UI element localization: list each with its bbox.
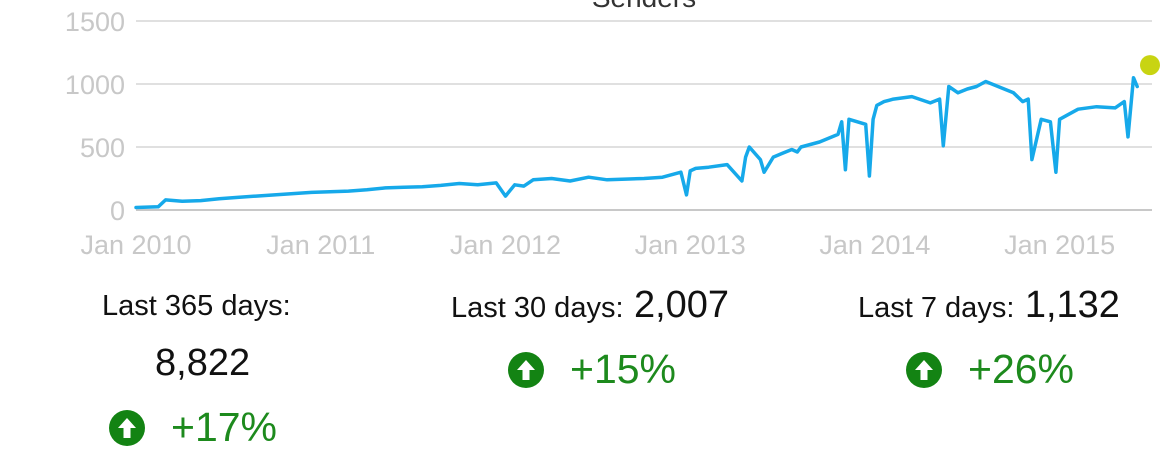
y-tick-label: 1000 — [65, 70, 125, 100]
arrow-up-circle-icon — [906, 351, 942, 388]
gridlines — [136, 20, 1152, 211]
y-tick-label: 500 — [80, 133, 125, 163]
stat-365-value: 8,822 — [155, 342, 251, 384]
latest-point-marker — [1140, 55, 1160, 76]
x-tick-label: Jan 2010 — [80, 230, 191, 260]
stat-365-change: +17% — [109, 404, 277, 451]
x-axis: Jan 2010 Jan 2011 Jan 2012 Jan 2013 Jan 2014… — [80, 230, 1115, 260]
stat-7-label: Last 7 days: — [858, 292, 1015, 324]
x-tick-label: Jan 2012 — [450, 230, 561, 260]
stat-30-value: 2,007 — [633, 284, 730, 326]
stat-7: Last 7 days: 1,132 — [858, 284, 1120, 327]
stat-7-change: +26% — [906, 346, 1074, 393]
stat-365-label: Last 365 days: — [102, 290, 291, 322]
x-tick-label: Jan 2013 — [635, 230, 746, 260]
stat-30: Last 30 days: 2,007 — [451, 284, 729, 327]
arrow-up-circle-icon — [508, 351, 544, 388]
y-tick-label: 0 — [110, 196, 125, 226]
x-tick-label: Jan 2015 — [1004, 230, 1115, 260]
x-tick-label: Jan 2014 — [819, 230, 930, 260]
y-axis: 0 500 1000 1500 — [65, 7, 125, 226]
stat-30-label: Last 30 days: — [451, 292, 624, 324]
chart-title: Senders — [592, 0, 696, 13]
series-group — [134, 55, 1160, 210]
y-tick-label: 1500 — [65, 7, 125, 37]
arrow-up-circle-icon — [109, 409, 145, 446]
stat-30-change-text: +15% — [570, 346, 677, 392]
x-tick-label: Jan 2011 — [266, 230, 375, 260]
stat-365-change-text: +17% — [171, 404, 278, 450]
stat-30-change: +15% — [508, 346, 676, 393]
stat-7-value: 1,132 — [1024, 284, 1120, 326]
stat-7-change-text: +26% — [968, 346, 1075, 392]
series-line — [134, 75, 1139, 210]
